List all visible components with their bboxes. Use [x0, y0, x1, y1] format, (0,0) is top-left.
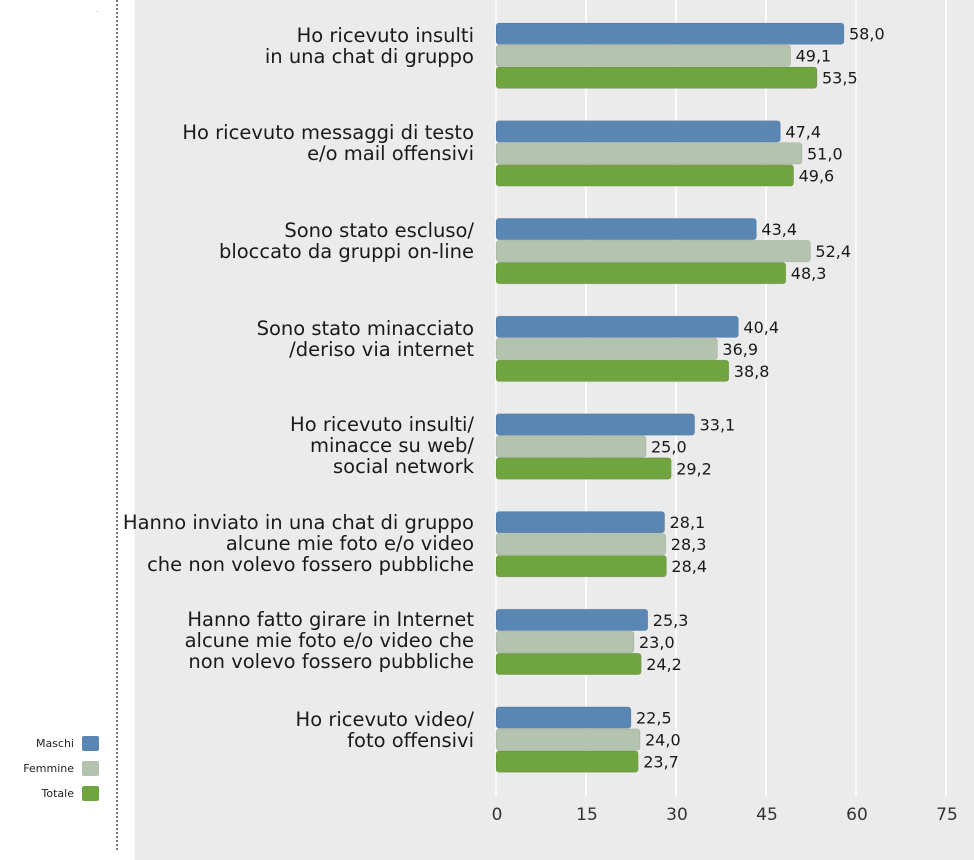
- bar-maschi: [495, 120, 781, 143]
- category-label-line: Ho ricevuto messaggi di testo: [182, 121, 474, 145]
- data-label: 52,4: [815, 242, 851, 261]
- x-tick-label: 60: [846, 805, 868, 825]
- legend-label: Maschi: [35, 737, 74, 750]
- bar-totale: [495, 164, 794, 187]
- category-label-line: Sono stato escluso/: [284, 219, 474, 243]
- legend-label: Totale: [41, 787, 74, 800]
- stray-dot: ·: [96, 9, 98, 16]
- bar-totale: [495, 457, 672, 480]
- data-label: 29,2: [676, 460, 712, 479]
- x-tick-label: 0: [492, 805, 503, 825]
- data-label: 48,3: [791, 264, 827, 283]
- legend-item-femmine: Femmine: [0, 761, 104, 777]
- data-label: 24,2: [646, 655, 682, 674]
- bar-femmine: [495, 630, 635, 653]
- category-label: Hanno fatto girare in Internet alcune mie…: [185, 609, 474, 672]
- category-label-line: alcune mie foto e/o video che: [184, 629, 474, 653]
- data-label: 33,1: [700, 416, 736, 435]
- category-label: Ho ricevuto insulti in una chat di gruppo: [265, 25, 474, 67]
- data-label: 28,3: [671, 535, 707, 554]
- x-tick-label: 30: [666, 805, 688, 825]
- data-label: 23,7: [643, 753, 679, 772]
- category-label: Sono stato minacciato/deriso via interne…: [257, 318, 474, 360]
- bar-totale: [495, 359, 730, 382]
- legend-swatch: [82, 736, 99, 751]
- bar-maschi: [495, 315, 739, 338]
- legend-swatch: [82, 786, 99, 801]
- data-label: 38,8: [734, 362, 770, 381]
- data-label: 25,0: [651, 438, 687, 457]
- category-label: Hanno inviato in una chat di gruppo alcun…: [123, 512, 474, 575]
- category-label-line: /deriso via internet: [289, 337, 474, 361]
- x-tick-label: 15: [576, 805, 598, 825]
- data-label: 58,0: [849, 25, 885, 44]
- category-label-line: minacce su web/: [310, 434, 474, 457]
- legend-item-maschi: Maschi: [0, 736, 104, 752]
- category-label: Ho ricevuto messaggi di testo e/o mail of…: [182, 122, 474, 164]
- category-label: Sono stato escluso/bloccato da gruppi on…: [219, 220, 474, 262]
- category-label-line: Ho ricevuto insulti/: [290, 413, 474, 436]
- category-label-line: Hanno inviato in una chat di gruppo: [122, 510, 474, 534]
- category-label-line: Ho ricevuto insulti: [296, 23, 474, 47]
- bar-maschi: [495, 413, 695, 436]
- category-label-line: foto offensivi: [347, 728, 474, 752]
- data-label: 49,1: [796, 47, 832, 66]
- bar-maschi: [495, 608, 649, 631]
- bar-maschi: [495, 22, 845, 45]
- category-label-line: bloccato da gruppi on-line: [218, 240, 474, 264]
- data-label: 40,4: [743, 318, 779, 337]
- bar-totale: [495, 555, 667, 578]
- bar-femmine: [495, 240, 811, 263]
- bar-femmine: [495, 435, 647, 458]
- category-label: Ho ricevuto insulti/minacce su web/socia…: [290, 414, 474, 477]
- bar-femmine: [495, 337, 718, 360]
- data-label: 28,1: [670, 513, 706, 532]
- bar-femmine: [495, 728, 641, 751]
- category-label-line: Hanno fatto girare in Internet: [187, 608, 474, 632]
- legend-label: Femmine: [23, 762, 74, 775]
- category-label: Ho ricevuto video/foto offensivi: [296, 709, 474, 751]
- bar-femmine: [495, 44, 791, 67]
- category-label-line: alcune mie foto e/o video: [225, 531, 474, 555]
- dotted-divider: [116, 0, 118, 850]
- bar-femmine: [495, 142, 803, 165]
- data-label: 25,3: [653, 611, 689, 630]
- category-label-line: che non volevo fossero pubbliche: [147, 552, 474, 576]
- category-label-line: social network: [333, 455, 474, 478]
- data-label: 53,5: [822, 69, 858, 88]
- bar-totale: [495, 66, 818, 89]
- legend-swatch: [82, 761, 99, 776]
- bar-maschi: [495, 218, 757, 241]
- bar-totale: [495, 652, 642, 675]
- data-label: 43,4: [761, 220, 797, 239]
- bar-totale: [495, 750, 639, 773]
- bar-maschi: [495, 706, 632, 729]
- bar-femmine: [495, 533, 667, 556]
- x-tick-label: 45: [756, 805, 778, 825]
- data-label: 51,0: [807, 144, 843, 163]
- category-label-line: Sono stato minacciato: [256, 316, 474, 340]
- legend-item-totale: Totale: [0, 786, 104, 802]
- category-label-line: Ho ricevuto video/: [295, 707, 474, 731]
- data-label: 49,6: [799, 166, 835, 185]
- data-label: 36,9: [722, 340, 758, 359]
- data-label: 47,4: [785, 122, 821, 141]
- category-label-line: e/o mail offensivi: [307, 142, 474, 166]
- x-tick-label: 75: [936, 805, 958, 825]
- category-label-line: non volevo fossero pubbliche: [188, 650, 474, 674]
- data-label: 24,0: [645, 731, 681, 750]
- data-label: 22,5: [636, 709, 672, 728]
- category-label-line: in una chat di gruppo: [264, 44, 474, 68]
- bar-maschi: [495, 511, 665, 534]
- data-label: 23,0: [639, 633, 675, 652]
- data-label: 28,4: [671, 557, 707, 576]
- bar-totale: [495, 262, 787, 285]
